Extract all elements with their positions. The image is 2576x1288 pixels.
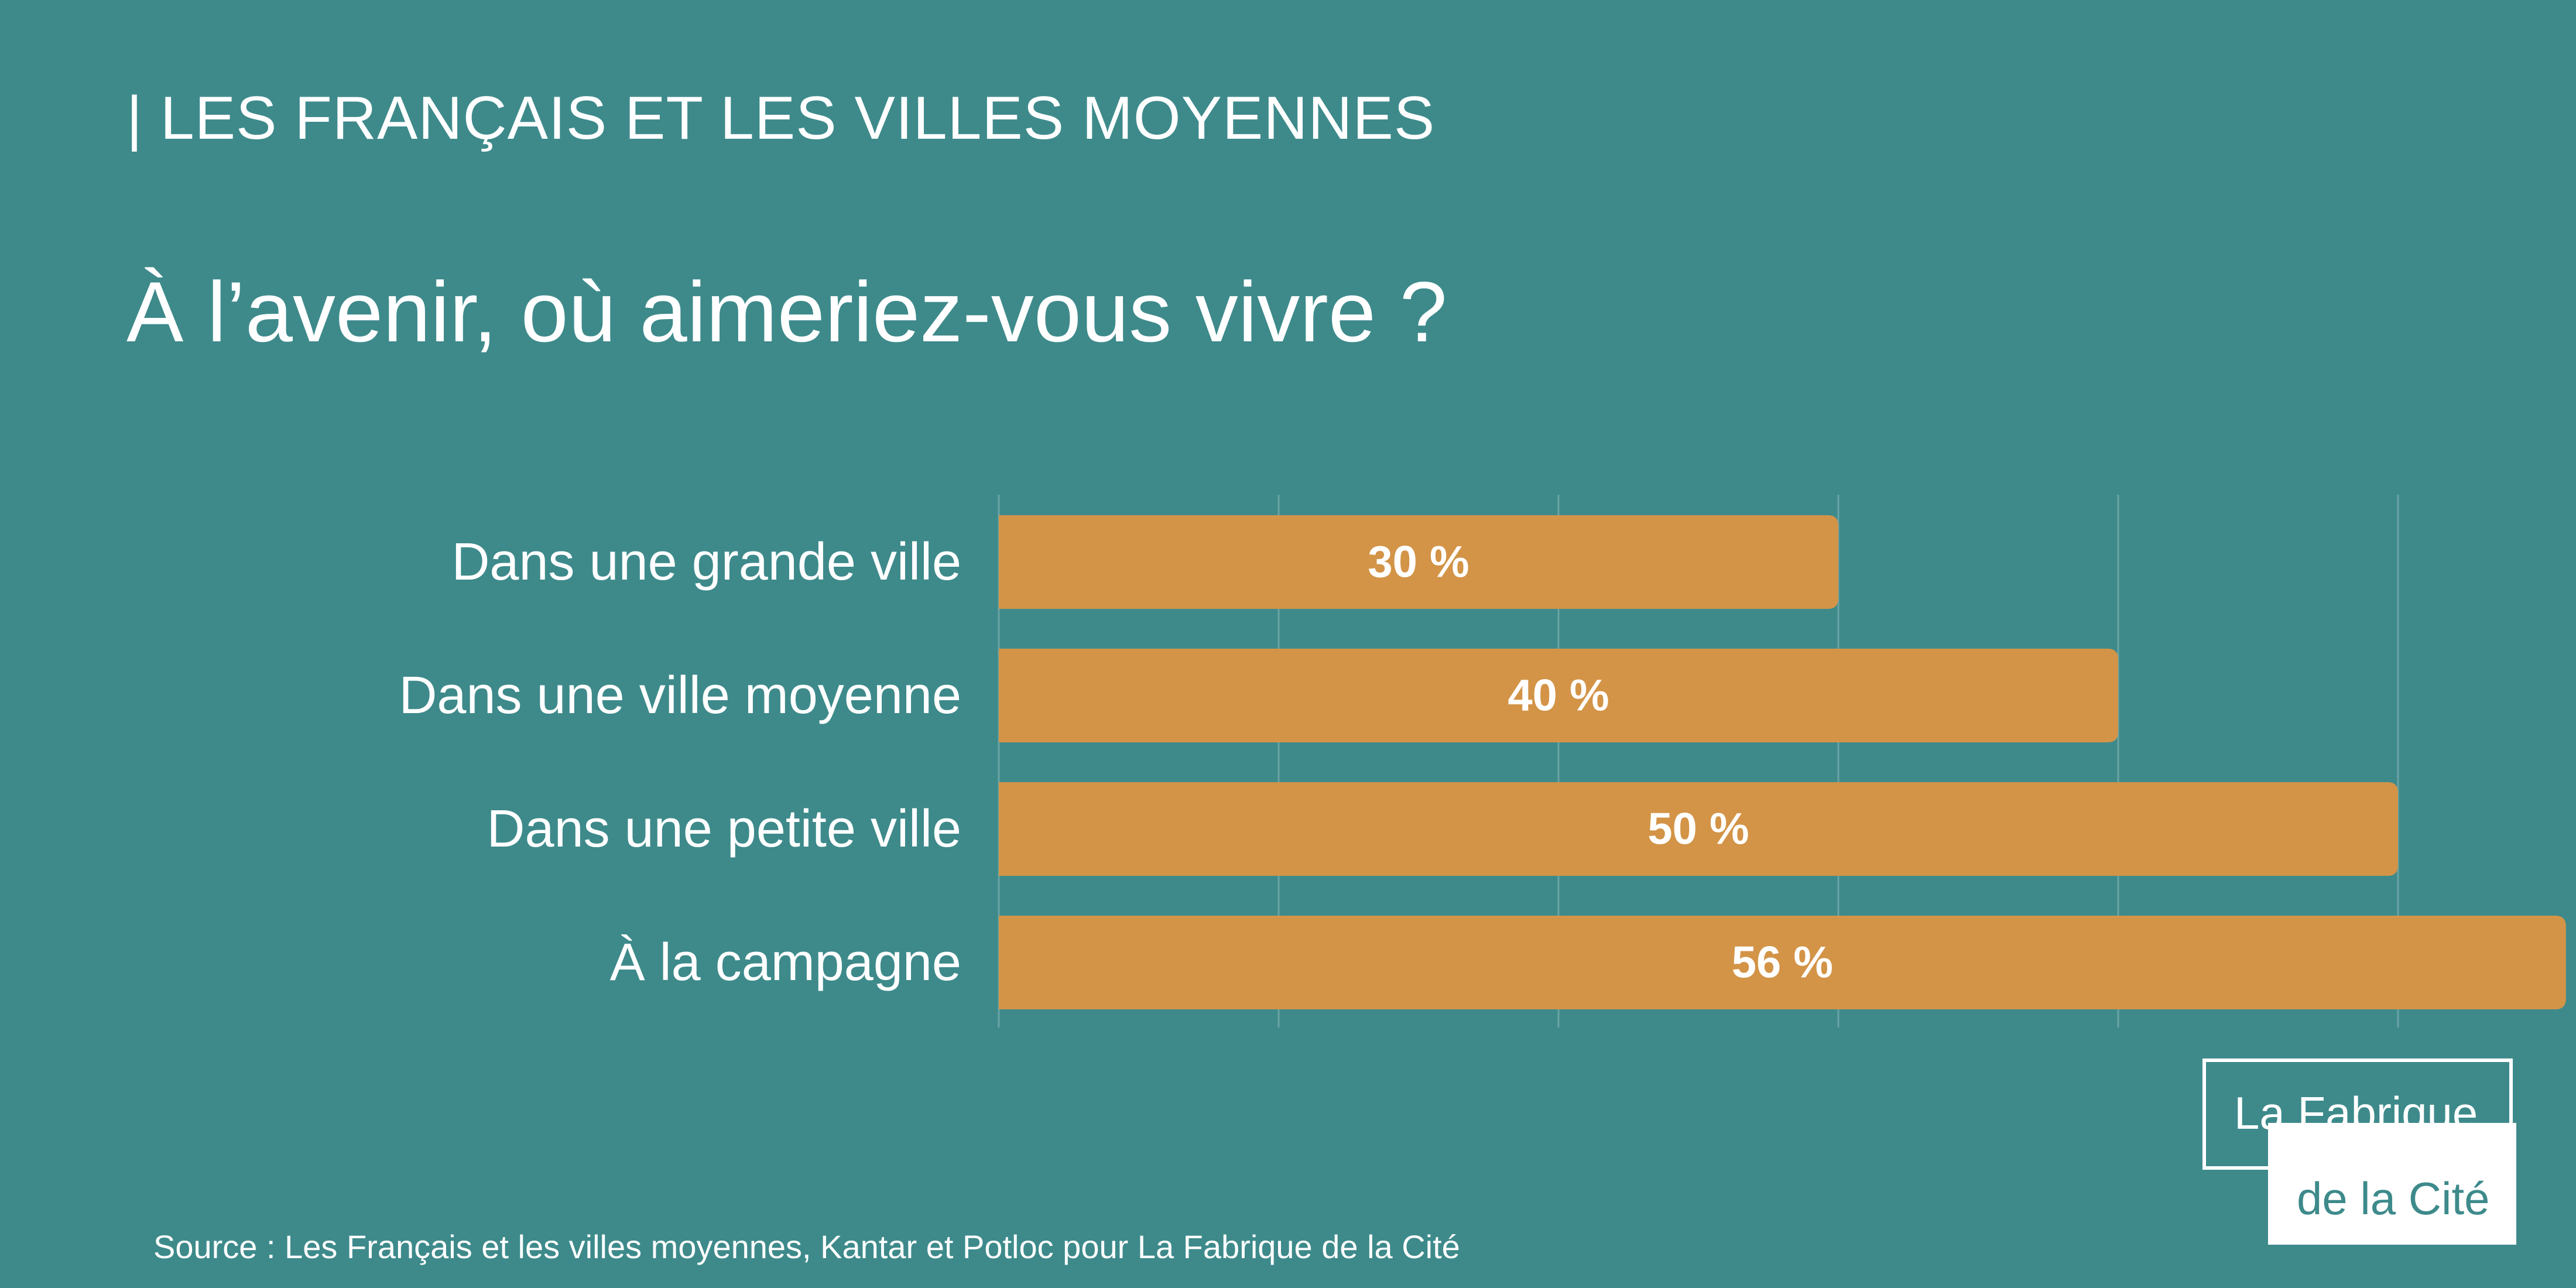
- bar: [999, 782, 2398, 876]
- logo-text-line1: La Fabrique: [2234, 1087, 2478, 1139]
- bar: [999, 649, 2118, 742]
- brand-logo: La Fabrique de la Cité: [2202, 1059, 2575, 1246]
- category-labels: Dans une grande ville Dans une ville moye…: [399, 533, 961, 992]
- kicker-heading: | LES FRANÇAIS ET LES VILLES MOYENNES: [126, 84, 1436, 152]
- bar: [999, 515, 1838, 609]
- bars: [999, 515, 2566, 1009]
- category-label: Dans une grande ville: [451, 533, 961, 591]
- value-label: 40 %: [1508, 671, 1609, 721]
- value-label: 56 %: [1732, 938, 1833, 988]
- value-label: 30 %: [1368, 537, 1469, 587]
- chart-title: À l’avenir, où aimeriez-vous vivre ?: [126, 264, 1447, 359]
- value-labels: 30 % 40 % 50 % 56 %: [1368, 537, 1833, 988]
- source-note: Source : Les Français et les villes moye…: [153, 1228, 1460, 1265]
- value-label: 50 %: [1647, 804, 1749, 854]
- category-label: Dans une petite ville: [487, 800, 961, 858]
- category-label: À la campagne: [610, 933, 961, 992]
- category-label: Dans une ville moyenne: [399, 666, 961, 725]
- logo-box: [2268, 1123, 2516, 1245]
- logo-text-line2: de la Cité: [2297, 1173, 2490, 1224]
- bar: [999, 916, 2566, 1009]
